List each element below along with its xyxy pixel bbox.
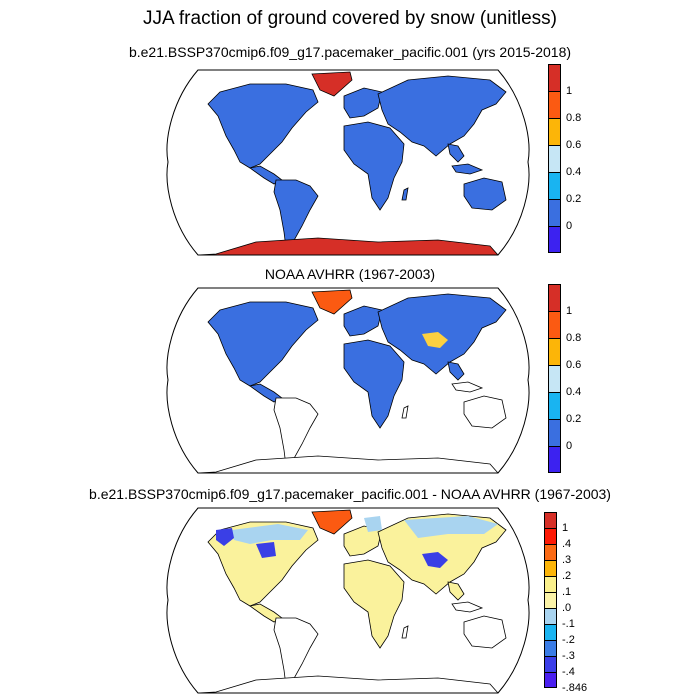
panel-2-map	[166, 287, 530, 474]
colorbar-swatch	[544, 640, 557, 656]
colorbar-label: 0	[566, 220, 573, 232]
colorbar-label: 1	[566, 305, 573, 317]
panel-3-title: b.e21.BSSP370cmip6.f09_g17.pacemaker_pac…	[89, 486, 611, 502]
colorbar-swatch	[548, 419, 561, 446]
snow-overlay-tibet	[422, 332, 448, 348]
colorbar-frame	[548, 64, 561, 253]
globe-outline	[166, 507, 530, 694]
land-madagascar	[401, 187, 409, 201]
land-greenland	[311, 71, 353, 97]
colorbar-label: -.846	[562, 682, 588, 694]
colorbar-label: .1	[562, 586, 572, 598]
colorbar-swatch	[548, 365, 561, 392]
land-antarctica	[197, 455, 499, 473]
colorbar-label: 0.8	[566, 112, 582, 124]
colorbar-label: -.4	[562, 666, 575, 678]
colorbar-swatch	[544, 512, 557, 528]
snow-overlay-tibet	[422, 552, 448, 568]
colorbar-label: .3	[562, 554, 572, 566]
snow-overlay-hudson	[256, 542, 276, 558]
snow-overlay-alaska	[216, 528, 234, 546]
colorbar-swatch	[548, 199, 561, 226]
snow-overlay-canada_north	[232, 524, 308, 544]
colorbar-swatch	[548, 145, 561, 172]
colorbar-swatch	[544, 544, 557, 560]
colorbar-label: 0	[566, 440, 573, 452]
colorbar-swatch	[544, 528, 557, 544]
snow-overlay-scandinavia	[364, 516, 382, 532]
panel-3-map	[166, 507, 530, 694]
colorbar-label: 0.4	[566, 386, 582, 398]
colorbar-label: 0.2	[566, 413, 582, 425]
land-europe	[343, 87, 383, 119]
land-namerica	[207, 521, 319, 607]
land-greenland	[311, 509, 353, 535]
colorbar-swatch	[548, 284, 561, 311]
colorbar-swatch	[548, 91, 561, 118]
colorbar-label: -.2	[562, 634, 575, 646]
colorbar-swatch	[548, 172, 561, 199]
land-seasia	[447, 361, 465, 381]
colorbar-label: 1	[566, 85, 573, 97]
colorbar-swatch	[548, 226, 561, 253]
colorbar-label: 0.6	[566, 359, 582, 371]
land-australia	[463, 177, 507, 211]
land-samerica	[273, 617, 319, 687]
land-asia	[377, 75, 507, 157]
land-africa	[343, 339, 405, 429]
land-europe	[343, 305, 383, 337]
land-madagascar	[401, 625, 409, 639]
panel-2-title: NOAA AVHRR (1967-2003)	[264, 266, 436, 282]
panel-1-title: b.e21.BSSP370cmip6.f09_g17.pacemaker_pac…	[128, 44, 572, 60]
colorbar-swatch	[548, 446, 561, 473]
colorbar-swatch	[548, 311, 561, 338]
colorbar-swatch	[548, 338, 561, 365]
land-asia	[377, 293, 507, 375]
land-madagascar	[401, 405, 409, 419]
colorbar-swatch	[544, 576, 557, 592]
colorbar-swatch	[548, 118, 561, 145]
land-africa	[343, 559, 405, 649]
figure-title: JJA fraction of ground covered by snow (…	[143, 8, 557, 29]
colorbar-swatch	[544, 624, 557, 640]
colorbar-swatch	[548, 392, 561, 419]
colorbar-swatch	[548, 64, 561, 91]
colorbar-label: -.3	[562, 650, 575, 662]
panel-1-map	[166, 69, 530, 256]
land-indonesia	[451, 381, 484, 393]
land-australia	[463, 395, 507, 429]
colorbar-label: 0.6	[566, 139, 582, 151]
colorbar-frame	[548, 284, 561, 473]
land-greenland	[311, 289, 353, 315]
land-australia	[463, 615, 507, 649]
snow-overlay-siberia	[404, 516, 498, 538]
colorbar-swatch	[544, 656, 557, 672]
colorbar-swatch	[544, 672, 557, 688]
land-indonesia	[451, 601, 484, 613]
land-namerica	[207, 83, 319, 169]
globe-outline	[166, 287, 530, 474]
colorbar-label: 0.4	[566, 166, 582, 178]
land-antarctica	[197, 675, 499, 693]
globe-outline	[166, 69, 530, 256]
colorbar-label: 0.2	[566, 193, 582, 205]
colorbar-label: -.1	[562, 618, 575, 630]
colorbar-frame	[544, 512, 557, 688]
land-antarctica	[197, 237, 499, 255]
colorbar-swatch	[544, 592, 557, 608]
colorbar-swatch	[544, 560, 557, 576]
land-samerica	[273, 179, 319, 249]
land-samerica	[273, 397, 319, 467]
colorbar-label: 1	[562, 522, 569, 534]
land-seasia	[447, 143, 465, 163]
colorbar-label: .2	[562, 570, 572, 582]
colorbar-swatch	[544, 608, 557, 624]
colorbar-label: 0.8	[566, 332, 582, 344]
land-namerica	[207, 301, 319, 387]
land-seasia	[447, 581, 465, 601]
colorbar-label: .4	[562, 538, 572, 550]
land-indonesia	[451, 163, 484, 175]
colorbar-label: .0	[562, 602, 572, 614]
land-africa	[343, 121, 405, 211]
